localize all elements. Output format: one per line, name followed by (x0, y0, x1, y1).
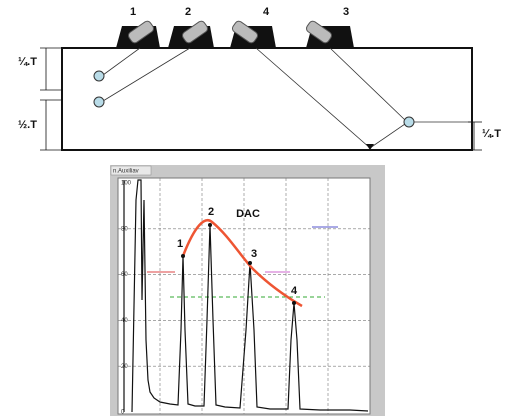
probe-label: 4 (263, 6, 270, 18)
dimension-label: ½.T (18, 119, 37, 131)
reflector (404, 117, 414, 127)
y-label: 20 (121, 364, 128, 370)
peak-label: 2 (208, 206, 214, 218)
y-label: 40 (121, 318, 128, 324)
peak-label: 1 (177, 238, 183, 250)
probe (305, 20, 354, 48)
peak-point (248, 261, 252, 265)
peak-label: 4 (291, 285, 298, 297)
reflector (94, 97, 104, 107)
probe (230, 20, 276, 48)
probe-label: 3 (343, 6, 349, 18)
test-block (62, 48, 472, 150)
peak-point (292, 301, 296, 305)
y-label: 80 (121, 226, 128, 232)
y-label: 60 (121, 272, 128, 278)
screen-tab-label: n.Auxiliav (113, 169, 139, 175)
reflector (94, 71, 104, 81)
curve-label: DAC (236, 208, 260, 220)
page: {"probes": [{"label": "1"}, {"label": "2… (0, 0, 506, 416)
peak-label: 3 (251, 248, 257, 260)
y-label: 100 (121, 181, 132, 187)
probe (116, 20, 160, 48)
diagram: 1 2 4 3 ¼.T ½.T ¼.T n.Auxiliav 100 80 60 40… (0, 0, 506, 416)
dimension-label: ¼.T (482, 128, 501, 140)
peak-point (181, 254, 185, 258)
probe-label: 2 (185, 6, 191, 18)
dimension-label: ¼.T (18, 56, 37, 68)
probe-label: 1 (130, 6, 136, 18)
peak-point (208, 223, 212, 227)
probes (116, 20, 354, 48)
probe (168, 20, 214, 48)
